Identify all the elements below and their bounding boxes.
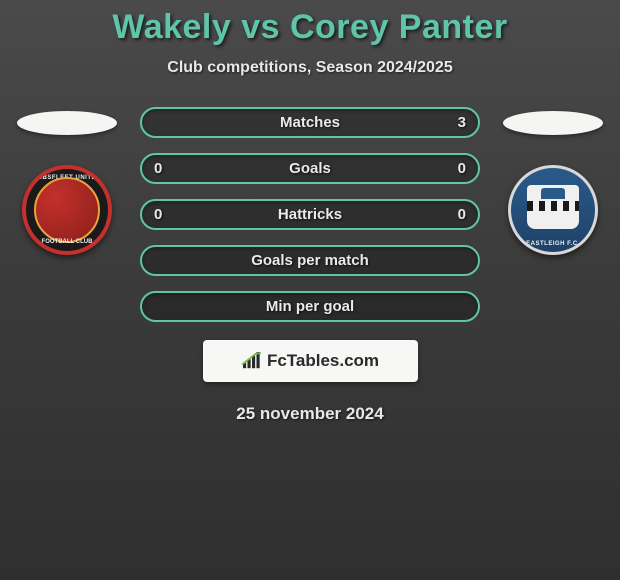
generation-date: 25 november 2024 [0, 404, 620, 424]
stat-label: Goals per match [251, 252, 369, 269]
crown-icon [541, 188, 565, 199]
left-club-inner-circle [34, 177, 100, 243]
stat-label: Hattricks [278, 206, 342, 223]
player-photo-placeholder-right [503, 111, 603, 135]
stat-row-min-per-goal: Min per goal [140, 291, 480, 322]
stat-row-matches: Matches 3 [140, 107, 480, 138]
stat-right-value: 0 [458, 160, 466, 177]
stat-label: Matches [280, 114, 340, 131]
stat-right-value: 0 [458, 206, 466, 223]
fctables-logo-text: FcTables.com [267, 351, 379, 371]
right-club-shield [527, 185, 579, 229]
left-column: EBBSFLEET UNITED FOOTBALL CLUB [12, 107, 122, 255]
fctables-attribution: FcTables.com [203, 340, 418, 382]
player-photo-placeholder-left [17, 111, 117, 135]
right-club-ring-text: EASTLEIGH F.C. [511, 241, 595, 247]
stats-column: Matches 3 0 Goals 0 0 Hattricks 0 Goals … [140, 107, 480, 322]
stat-row-goals: 0 Goals 0 [140, 153, 480, 184]
right-club-badge: EASTLEIGH F.C. [508, 165, 598, 255]
bar-chart-icon [241, 352, 263, 370]
stat-right-value: 3 [458, 114, 466, 131]
left-club-ring-bottom: FOOTBALL CLUB [26, 239, 108, 245]
stat-left-value: 0 [154, 206, 162, 223]
stat-row-hattricks: 0 Hattricks 0 [140, 199, 480, 230]
stat-label: Min per goal [266, 298, 354, 315]
main-area: EBBSFLEET UNITED FOOTBALL CLUB Matches 3… [0, 107, 620, 322]
checker-pattern [527, 201, 579, 211]
stat-label: Goals [289, 160, 331, 177]
comparison-title: Wakely vs Corey Panter [0, 0, 620, 47]
comparison-subtitle: Club competitions, Season 2024/2025 [0, 59, 620, 77]
stat-row-goals-per-match: Goals per match [140, 245, 480, 276]
left-club-badge: EBBSFLEET UNITED FOOTBALL CLUB [22, 165, 112, 255]
right-column: EASTLEIGH F.C. [498, 107, 608, 255]
stat-left-value: 0 [154, 160, 162, 177]
